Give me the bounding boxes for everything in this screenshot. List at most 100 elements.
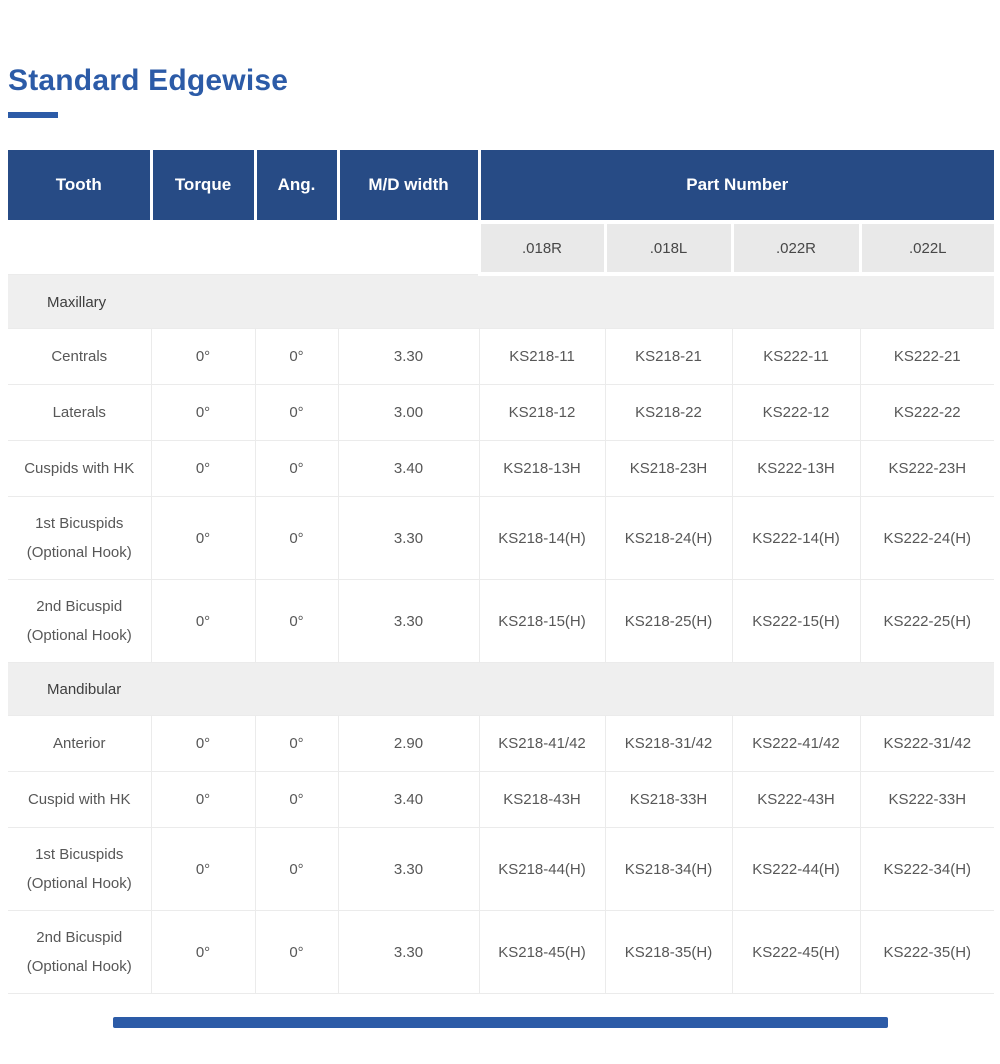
tooth-cell: Cuspids with HK [8, 440, 151, 497]
torque-cell: 0° [150, 827, 255, 911]
ang-cell: 0° [254, 384, 338, 441]
part-number-cell: KS218-22 [604, 384, 732, 441]
md-width-cell: 3.30 [337, 328, 479, 385]
ang-cell: 0° [254, 496, 338, 580]
table-row: Cuspid with HK 0° 0° 3.40 KS218-43H KS21… [8, 771, 995, 828]
part-number-cell: KS222-23H [859, 440, 995, 497]
size-col-022l: .022L [858, 222, 995, 276]
tooth-cell: 1st Bicuspids (Optional Hook) [8, 827, 151, 911]
col-header-tooth: Tooth [8, 150, 153, 224]
md-width-cell: 3.30 [337, 827, 479, 911]
md-width-cell: 3.40 [337, 771, 479, 828]
bracket-spec-table: Tooth Torque Ang. M/D width Part Number … [8, 150, 995, 994]
title-underline [8, 112, 58, 118]
table-row: Cuspids with HK 0° 0° 3.40 KS218-13H KS2… [8, 440, 995, 497]
col-header-ang: Ang. [255, 150, 340, 224]
tooth-name: 2nd Bicuspid [36, 598, 123, 615]
page: Standard Edgewise Tooth Torque Ang. M/D … [0, 64, 1000, 1028]
part-number-cell: KS222-34(H) [859, 827, 995, 911]
part-number-cell: KS222-35(H) [859, 910, 995, 994]
part-number-cell: KS222-15(H) [731, 579, 860, 663]
torque-cell: 0° [150, 910, 255, 994]
ang-cell: 0° [254, 910, 338, 994]
table-row: 1st Bicuspids (Optional Hook) 0° 0° 3.30… [8, 496, 995, 580]
col-header-md-width: M/D width [338, 150, 481, 224]
part-number-cell: KS218-45(H) [478, 910, 605, 994]
part-number-cell: KS222-44(H) [731, 827, 860, 911]
size-col-018l: .018L [603, 222, 732, 276]
ang-cell: 0° [254, 771, 338, 828]
md-width-cell: 3.40 [337, 440, 479, 497]
part-number-cell: KS222-11 [731, 328, 860, 385]
tooth-name-line2: (Optional Hook) [26, 627, 132, 644]
torque-cell: 0° [150, 715, 255, 772]
part-number-cell: KS218-14(H) [478, 496, 605, 580]
tooth-name-line2: (Optional Hook) [26, 875, 132, 892]
tooth-name-line2: (Optional Hook) [26, 544, 132, 561]
tooth-cell: 1st Bicuspids (Optional Hook) [8, 496, 151, 580]
part-number-cell: KS218-21 [604, 328, 732, 385]
horizontal-scrollbar-thumb[interactable] [113, 1017, 888, 1028]
torque-cell: 0° [150, 496, 255, 580]
col-header-torque: Torque [151, 150, 257, 224]
part-number-cell: KS218-34(H) [604, 827, 732, 911]
part-number-cell: KS222-21 [859, 328, 995, 385]
ang-cell: 0° [254, 827, 338, 911]
md-width-cell: 3.00 [337, 384, 479, 441]
tooth-name: 1st Bicuspids [35, 515, 124, 532]
size-header-row: .018R .018L .022R .022L [8, 222, 995, 276]
part-number-cell: KS218-25(H) [604, 579, 732, 663]
header-row: Tooth Torque Ang. M/D width Part Number [8, 150, 995, 224]
part-number-cell: KS222-14(H) [731, 496, 860, 580]
torque-cell: 0° [150, 579, 255, 663]
tooth-cell: Laterals [8, 384, 151, 441]
md-width-cell: 3.30 [337, 910, 479, 994]
torque-cell: 0° [150, 384, 255, 441]
torque-cell: 0° [150, 771, 255, 828]
tooth-name: Laterals [52, 404, 106, 421]
tooth-cell: Anterior [8, 715, 151, 772]
tooth-cell: 2nd Bicuspid (Optional Hook) [8, 579, 151, 663]
part-number-cell: KS222-24(H) [859, 496, 995, 580]
tooth-name: Anterior [52, 735, 106, 752]
section-row-mandibular: Mandibular [8, 662, 995, 716]
tooth-name: 1st Bicuspids [35, 846, 124, 863]
size-header-spacer [8, 222, 479, 274]
md-width-cell: 3.30 [337, 496, 479, 580]
part-number-cell: KS218-41/42 [478, 715, 605, 772]
page-title: Standard Edgewise [8, 64, 289, 97]
part-number-cell: KS218-11 [478, 328, 605, 385]
part-number-cell: KS218-23H [604, 440, 732, 497]
tooth-name: Cuspid with HK [27, 791, 131, 808]
section-row-maxillary: Maxillary [8, 273, 995, 329]
section-label: Maxillary [8, 273, 995, 329]
torque-cell: 0° [150, 440, 255, 497]
table-row: Anterior 0° 0° 2.90 KS218-41/42 KS218-31… [8, 715, 995, 772]
md-width-cell: 3.30 [337, 579, 479, 663]
part-number-cell: KS222-12 [731, 384, 860, 441]
table-row: Centrals 0° 0° 3.30 KS218-11 KS218-21 KS… [8, 328, 995, 385]
part-number-cell: KS222-43H [731, 771, 860, 828]
tooth-cell: Centrals [8, 328, 151, 385]
part-number-cell: KS218-31/42 [604, 715, 732, 772]
section-label: Mandibular [8, 662, 995, 716]
table-row: 2nd Bicuspid (Optional Hook) 0° 0° 3.30 … [8, 910, 995, 994]
tooth-name: Centrals [51, 348, 108, 365]
part-number-cell: KS222-45(H) [731, 910, 860, 994]
part-number-cell: KS222-41/42 [731, 715, 860, 772]
part-number-cell: KS218-15(H) [478, 579, 605, 663]
torque-cell: 0° [150, 328, 255, 385]
ang-cell: 0° [254, 328, 338, 385]
tooth-name: 2nd Bicuspid [36, 929, 123, 946]
part-number-cell: KS218-35(H) [604, 910, 732, 994]
tooth-cell: 2nd Bicuspid (Optional Hook) [8, 910, 151, 994]
ang-cell: 0° [254, 715, 338, 772]
md-width-cell: 2.90 [337, 715, 479, 772]
table-row: Laterals 0° 0° 3.00 KS218-12 KS218-22 KS… [8, 384, 995, 441]
ang-cell: 0° [254, 579, 338, 663]
part-number-cell: KS218-44(H) [478, 827, 605, 911]
part-number-cell: KS218-12 [478, 384, 605, 441]
table-row: 1st Bicuspids (Optional Hook) 0° 0° 3.30… [8, 827, 995, 911]
tooth-name-line2: (Optional Hook) [26, 958, 132, 975]
part-number-cell: KS222-31/42 [859, 715, 995, 772]
